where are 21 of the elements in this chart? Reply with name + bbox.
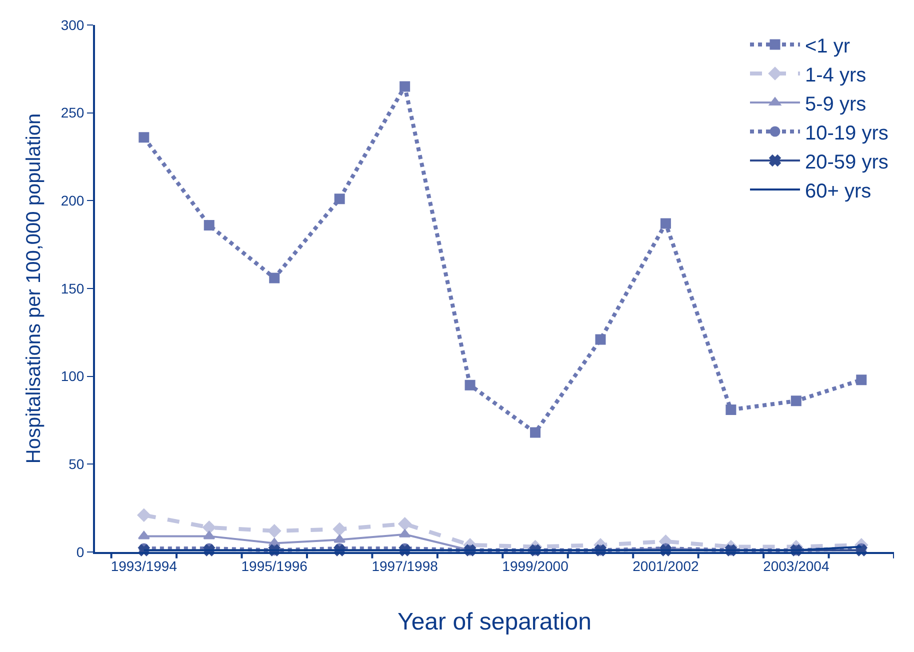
legend-label: 60+ yrs — [805, 180, 872, 202]
y-tick-label: 0 — [76, 544, 84, 560]
x-tick-label: 2001/2002 — [632, 558, 700, 574]
x-tick-label: 1997/1998 — [372, 558, 438, 574]
y-tick-label: 50 — [68, 456, 84, 472]
y-tick-label: 100 — [60, 368, 84, 384]
x-tick-label: 1995/1996 — [241, 558, 308, 574]
legend-label: 20-59 yrs — [805, 151, 888, 174]
x-axis-title: Year of separation — [398, 608, 592, 636]
y-tick-label: 200 — [60, 192, 84, 209]
y-tick-label: 150 — [60, 280, 84, 296]
legend-label: 1-4 yrs — [805, 64, 866, 86]
x-tick-label: 2003/2004 — [763, 558, 830, 574]
x-tick-label: 1993/1994 — [110, 558, 178, 574]
legend-label: 5-9 yrs — [805, 93, 866, 116]
legend-label: 10-19 yrs — [805, 122, 888, 144]
x-tick-label: 1999/2000 — [502, 558, 569, 574]
y-tick-label: 300 — [60, 16, 84, 33]
y-tick-label: 250 — [60, 104, 84, 121]
legend-label: <1 yr — [805, 35, 850, 58]
y-axis-title: Hospitalisations per 100,000 population — [22, 113, 45, 464]
